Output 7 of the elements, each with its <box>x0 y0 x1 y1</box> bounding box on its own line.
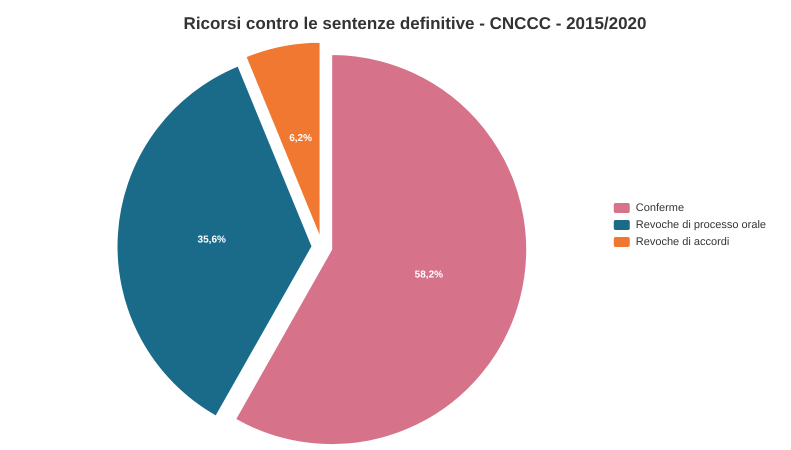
data-label: 35,6% <box>198 234 226 246</box>
legend-label: Conferme <box>636 202 684 214</box>
chart-title: Ricorsi contro le sentenze definitive - CNCCC - 2015/2020 <box>184 14 646 33</box>
legend-label: Revoche di accordi <box>636 236 730 248</box>
data-label: 58,2% <box>414 270 444 281</box>
legend-label: Revoche di processo orale <box>636 219 766 231</box>
data-label: 6,2% <box>289 133 312 144</box>
